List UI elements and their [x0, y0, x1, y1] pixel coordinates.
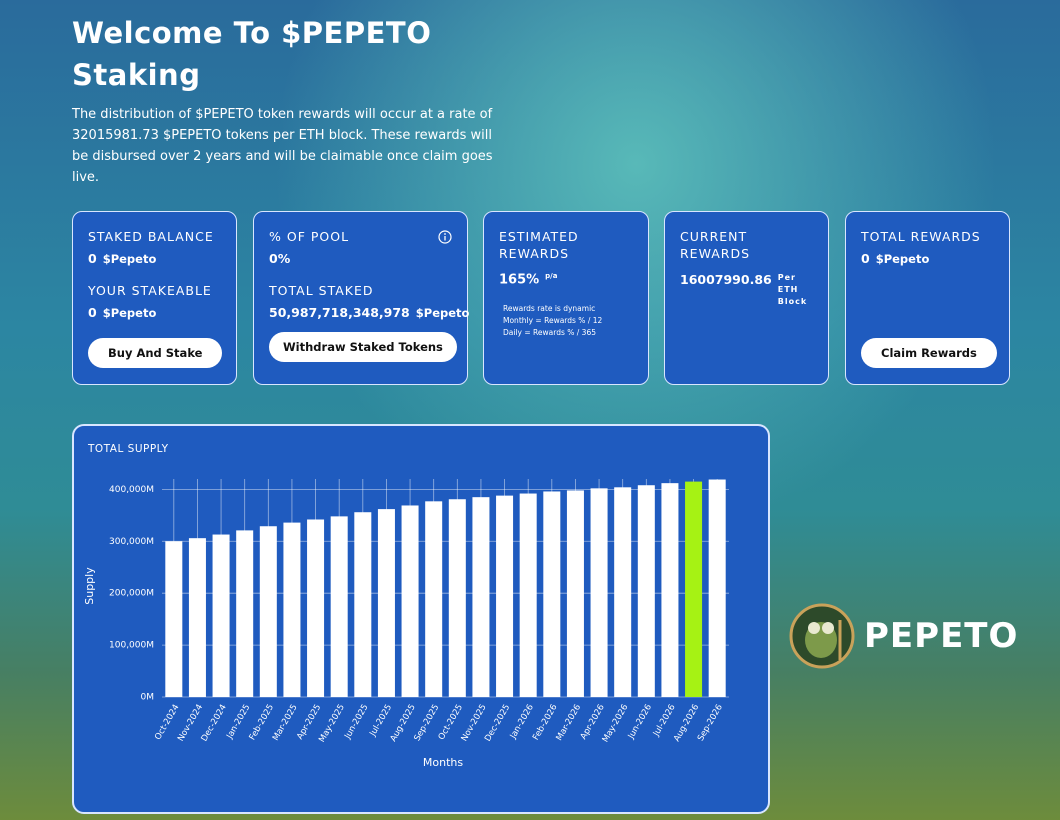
- bar: [401, 505, 419, 697]
- bar: [188, 538, 206, 697]
- unit: $Pepeto: [102, 306, 157, 320]
- x-tick-label: Jul-2025: [368, 703, 395, 739]
- bar: [590, 488, 608, 697]
- chart: TOTAL SUPPLY Supply Months 0M 100,000M 200…: [83, 443, 729, 769]
- bar: [236, 530, 254, 697]
- card: CURRENT REWARDS 16007990.86 Per ETH Block: [664, 211, 829, 385]
- card: ESTIMATED REWARDS 165% p/a Rewards rate i…: [483, 211, 649, 385]
- label: STAKED BALANCE: [88, 229, 214, 244]
- note: Daily = Rewards % / 365: [503, 328, 596, 338]
- brand-name: PEPETO: [864, 616, 1019, 656]
- value: 0: [861, 251, 870, 266]
- bar: [614, 487, 632, 697]
- info-icon[interactable]: [438, 230, 452, 244]
- value: 0 $Pepeto: [861, 251, 994, 266]
- label: ESTIMATED REWARDS: [499, 229, 579, 261]
- value: 0%: [269, 251, 291, 266]
- value: 16007990.86: [680, 272, 772, 287]
- unit: $Pepeto: [415, 306, 470, 320]
- label: TOTAL STAKED: [269, 283, 374, 298]
- y-tick-label: 400,000M: [109, 485, 154, 495]
- chart-panel: TOTAL SUPPLY Supply Months 0M 100,000M 200…: [72, 424, 770, 814]
- value: 50,987,718,348,978 $Pepeto: [269, 305, 469, 320]
- button[interactable]: Withdraw Staked Tokens: [269, 332, 457, 362]
- y-tick-label: 0M: [141, 693, 155, 703]
- bar: [637, 485, 655, 697]
- bar: [307, 519, 325, 697]
- card: STAKED BALANCE 0 $Pepeto YOUR STAKEABLE 0…: [72, 211, 237, 385]
- button[interactable]: Claim Rewards: [861, 338, 997, 368]
- bar: [472, 497, 490, 697]
- y-axis-label: Supply: [83, 567, 96, 605]
- bar: [425, 501, 443, 697]
- value: 16007990.86 Per ETH Block: [680, 272, 813, 308]
- bar: [283, 522, 301, 697]
- y-tick-label: 100,000M: [109, 641, 154, 651]
- y-tick-label: 200,000M: [109, 589, 154, 599]
- description: The distribution of $PEPETO token reward…: [72, 107, 493, 185]
- x-axis-label: Months: [423, 756, 463, 769]
- value: 165% p/a: [499, 272, 633, 287]
- card: % OF POOL 0% TOTAL STAKED 50,987,718,348…: [253, 211, 469, 385]
- x-tick-label: Jun-2026: [626, 703, 654, 742]
- bar: [661, 483, 679, 697]
- label: TOTAL REWARDS: [861, 229, 981, 244]
- chart-title: TOTAL SUPPLY: [87, 443, 169, 455]
- label: YOUR STAKEABLE: [88, 283, 212, 298]
- note: Rewards rate is dynamic: [503, 304, 596, 314]
- bar: [212, 534, 230, 697]
- unit: $Pepeto: [875, 252, 930, 266]
- value: 0%: [269, 251, 452, 266]
- x-tick-label: Jul-2026: [651, 703, 678, 739]
- card: TOTAL REWARDS 0 $Pepeto Claim Rewards: [845, 211, 1010, 385]
- title-line: Welcome To $PEPETO: [72, 16, 432, 50]
- bar: [259, 526, 277, 697]
- value: 165%: [499, 272, 540, 288]
- x-tick-label: Jun-2025: [342, 703, 370, 742]
- y-tick-label: 300,000M: [109, 537, 154, 547]
- bar: [448, 499, 466, 697]
- value: 50,987,718,348,978: [269, 305, 410, 320]
- note: Monthly = Rewards % / 12: [503, 316, 603, 326]
- value: 0: [88, 251, 97, 266]
- unit: p/a: [545, 272, 558, 280]
- bar: [330, 516, 348, 697]
- label: % OF POOL: [269, 229, 350, 244]
- bar: [543, 491, 561, 697]
- bar: [377, 509, 395, 697]
- brand: PEPETO: [788, 602, 1017, 674]
- unit: $Pepeto: [102, 252, 157, 266]
- page-title: Welcome To $PEPETO Staking: [72, 12, 431, 96]
- brand-logo: [789, 603, 855, 669]
- bar: [708, 479, 726, 697]
- bar: [519, 493, 537, 697]
- title-line: Staking: [72, 58, 201, 92]
- bar: [685, 481, 703, 697]
- button[interactable]: Buy And Stake: [88, 338, 223, 368]
- bar: [566, 490, 584, 697]
- value: 0 $Pepeto: [88, 251, 221, 266]
- bar: [496, 495, 514, 697]
- bar: [354, 512, 372, 697]
- value: 0: [88, 305, 97, 320]
- value: 0 $Pepeto: [88, 305, 221, 320]
- bar: [165, 541, 183, 697]
- unit: Per ETH Block: [777, 273, 808, 306]
- label: CURRENT REWARDS: [680, 229, 751, 261]
